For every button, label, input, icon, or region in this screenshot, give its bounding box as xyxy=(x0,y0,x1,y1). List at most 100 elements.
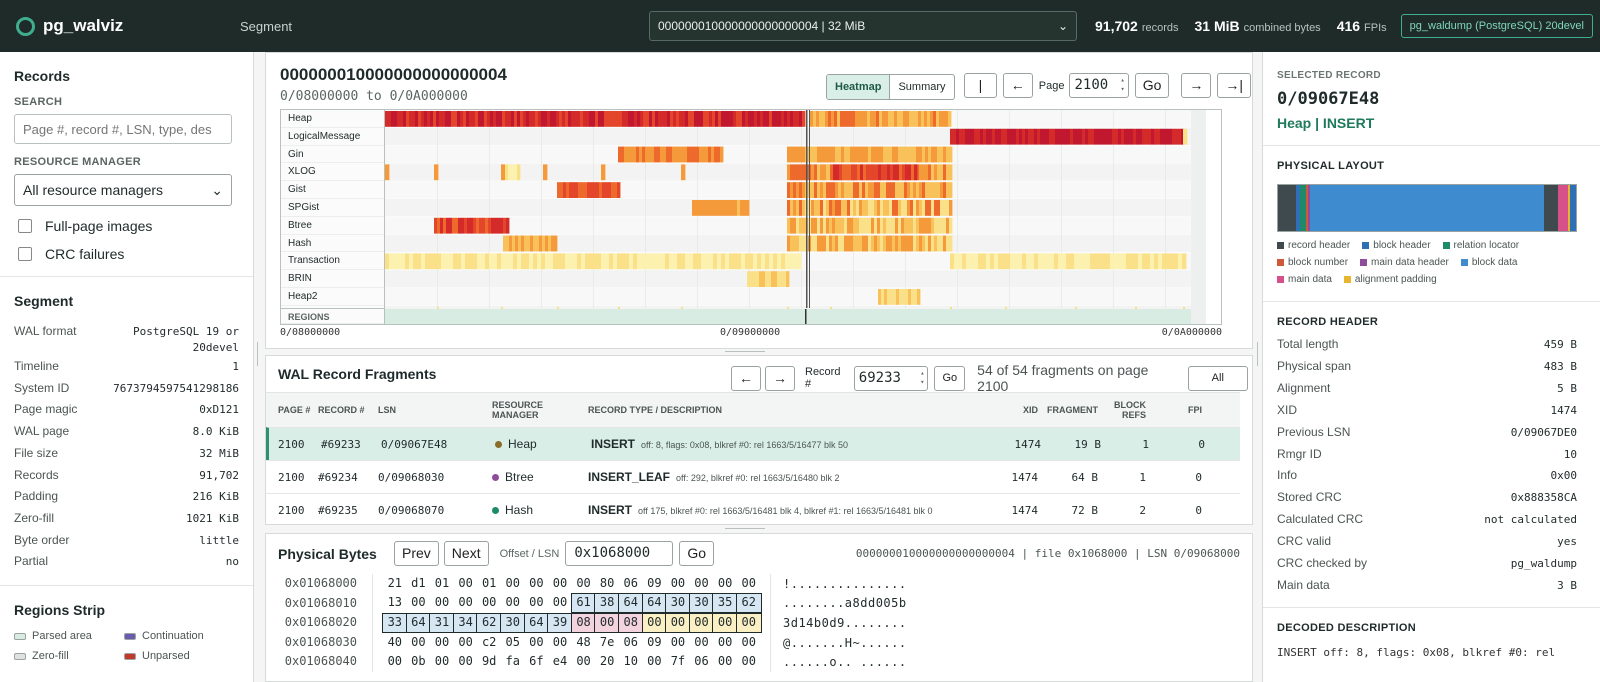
hex-byte[interactable]: 00 xyxy=(505,575,520,590)
hex-byte[interactable]: 00 xyxy=(576,654,591,669)
layout-segment[interactable] xyxy=(1307,185,1310,231)
checkbox[interactable] xyxy=(18,247,32,261)
layout-segment[interactable] xyxy=(1544,185,1559,231)
hex-byte[interactable]: 00 xyxy=(434,634,450,649)
page-go-button[interactable]: Go xyxy=(1134,73,1170,98)
col-xid[interactable]: XID xyxy=(1022,405,1038,415)
hex-byte[interactable]: 00 xyxy=(434,654,450,669)
hex-view[interactable]: 0x01068000 21 d1 01 00 01 00 00 00 00 80 06 09 00 00 00… xyxy=(266,574,1230,672)
hex-byte[interactable]: 00 xyxy=(694,575,709,590)
table-row[interactable]: 2100 #69233 0/09067E48 Heap INSERT off: 8, fl… xyxy=(266,427,1240,460)
hex-byte[interactable]: 00 xyxy=(717,575,733,590)
hex-byte[interactable]: 08 xyxy=(570,612,597,633)
prev-page-button[interactable]: ← xyxy=(1002,73,1033,98)
hex-byte[interactable]: 00 xyxy=(458,595,473,610)
hex-byte[interactable]: 00 xyxy=(411,634,426,649)
hex-byte[interactable]: 64 xyxy=(523,612,550,633)
physical-layout-bar[interactable] xyxy=(1277,184,1577,232)
hex-byte[interactable]: 62 xyxy=(735,593,762,614)
right-splitter[interactable] xyxy=(1255,52,1261,682)
hex-byte[interactable]: 00 xyxy=(552,634,568,649)
layout-segment[interactable] xyxy=(1309,185,1545,231)
next-page-button[interactable]: → xyxy=(1181,73,1212,98)
hex-byte[interactable]: 00 xyxy=(458,634,473,649)
hex-byte[interactable]: 64 xyxy=(405,612,432,633)
heatmap-splitter[interactable] xyxy=(725,350,765,354)
hex-byte[interactable]: 00 xyxy=(529,575,544,590)
filter-crc-failures[interactable]: CRC failures xyxy=(14,246,239,262)
segment-select[interactable]: 000000010000000000000004 | 32 MiB ⌄ xyxy=(649,11,1077,41)
hex-byte[interactable]: 00 xyxy=(481,595,497,610)
col-record-type[interactable]: RECORD TYPE / DESCRIPTION xyxy=(588,405,723,415)
record-go-button[interactable]: Go xyxy=(934,365,966,391)
hex-byte[interactable]: 00 xyxy=(458,575,473,590)
hex-byte[interactable]: 62 xyxy=(476,612,502,633)
hex-byte[interactable]: 48 xyxy=(576,634,591,649)
offset-go-button[interactable]: Go xyxy=(679,541,714,566)
hex-byte[interactable]: 00 xyxy=(552,595,568,610)
hex-byte[interactable]: 33 xyxy=(382,612,408,633)
hex-byte[interactable]: 80 xyxy=(599,575,615,590)
last-page-button[interactable]: →| xyxy=(1217,73,1252,98)
prev-record-button[interactable]: ← xyxy=(731,365,761,391)
hex-byte[interactable]: 20 xyxy=(599,654,615,669)
hex-byte[interactable]: 00 xyxy=(641,612,668,633)
table-row[interactable]: 2100 #69235 0/09068070 Hash INSERT off 175, b… xyxy=(266,493,1240,526)
hex-byte[interactable]: 00 xyxy=(717,654,733,669)
hex-byte[interactable]: 34 xyxy=(452,612,479,633)
hex-byte[interactable]: 06 xyxy=(623,634,638,649)
hex-byte[interactable]: 7e xyxy=(599,634,615,649)
hex-byte[interactable]: 7f xyxy=(670,654,686,669)
layout-segment[interactable] xyxy=(1295,185,1300,231)
layout-segment[interactable] xyxy=(1305,185,1308,231)
table-row[interactable]: 2100 #69234 0/09068030 Btree INSERT_LEAF off:… xyxy=(266,460,1240,493)
col-record[interactable]: RECORD # xyxy=(318,405,365,415)
hex-byte[interactable]: e4 xyxy=(552,654,568,669)
bytes-next-button[interactable]: Next xyxy=(443,541,489,566)
hex-byte[interactable]: 30 xyxy=(688,593,715,614)
col-fpi[interactable]: FPI xyxy=(1187,405,1202,415)
hex-byte[interactable]: 00 xyxy=(670,575,686,590)
hex-byte[interactable]: 00 xyxy=(576,575,591,590)
hex-byte[interactable]: 30 xyxy=(665,593,691,614)
hex-byte[interactable]: 00 xyxy=(741,575,756,590)
hex-byte[interactable]: 00 xyxy=(387,654,403,669)
hex-byte[interactable]: d1 xyxy=(411,575,426,590)
hex-byte[interactable]: 31 xyxy=(429,612,455,633)
tab-summary[interactable]: Summary xyxy=(898,81,946,93)
hex-byte[interactable]: 00 xyxy=(458,654,473,669)
hex-byte[interactable]: 06 xyxy=(694,654,709,669)
heatmap-canvas[interactable] xyxy=(385,110,1206,324)
hex-byte[interactable]: 08 xyxy=(617,612,644,633)
heatmap[interactable]: Heap LogicalMessage Gin XLOG Gist SPGist Btree… xyxy=(280,109,1222,325)
hex-byte[interactable]: 38 xyxy=(594,593,620,614)
hex-byte[interactable]: 00 xyxy=(688,612,715,633)
hex-byte[interactable]: 39 xyxy=(547,612,573,633)
hex-byte[interactable]: 6f xyxy=(529,654,544,669)
hex-byte[interactable]: c2 xyxy=(481,634,497,649)
filter-full-page-images[interactable]: Full-page images xyxy=(14,218,239,234)
hex-byte[interactable]: 00 xyxy=(594,612,620,633)
hex-byte[interactable]: 01 xyxy=(481,575,497,590)
hex-byte[interactable]: fa xyxy=(505,654,520,669)
next-record-button[interactable]: → xyxy=(765,365,795,391)
hex-byte[interactable]: 00 xyxy=(741,634,756,649)
hex-byte[interactable]: 00 xyxy=(665,612,691,633)
hex-byte[interactable]: 30 xyxy=(499,612,526,633)
hex-byte[interactable]: 05 xyxy=(505,634,520,649)
hex-byte[interactable]: 9d xyxy=(481,654,497,669)
hex-byte[interactable]: 00 xyxy=(735,612,762,633)
tab-heatmap[interactable]: Heatmap xyxy=(827,75,891,99)
layout-segment[interactable] xyxy=(1299,185,1306,231)
checkbox[interactable] xyxy=(18,219,32,233)
layout-segment[interactable] xyxy=(1558,185,1569,231)
record-input[interactable]: 69233 xyxy=(853,365,929,391)
search-input[interactable] xyxy=(14,114,232,144)
hex-byte[interactable]: 00 xyxy=(712,612,738,633)
hex-byte[interactable]: 64 xyxy=(617,593,644,614)
hex-byte[interactable]: 00 xyxy=(505,595,520,610)
hex-byte[interactable]: 10 xyxy=(623,654,638,669)
hex-byte[interactable]: 0b xyxy=(411,654,426,669)
hex-byte[interactable]: 09 xyxy=(647,634,662,649)
all-pages-button[interactable]: All pages xyxy=(1187,365,1248,407)
